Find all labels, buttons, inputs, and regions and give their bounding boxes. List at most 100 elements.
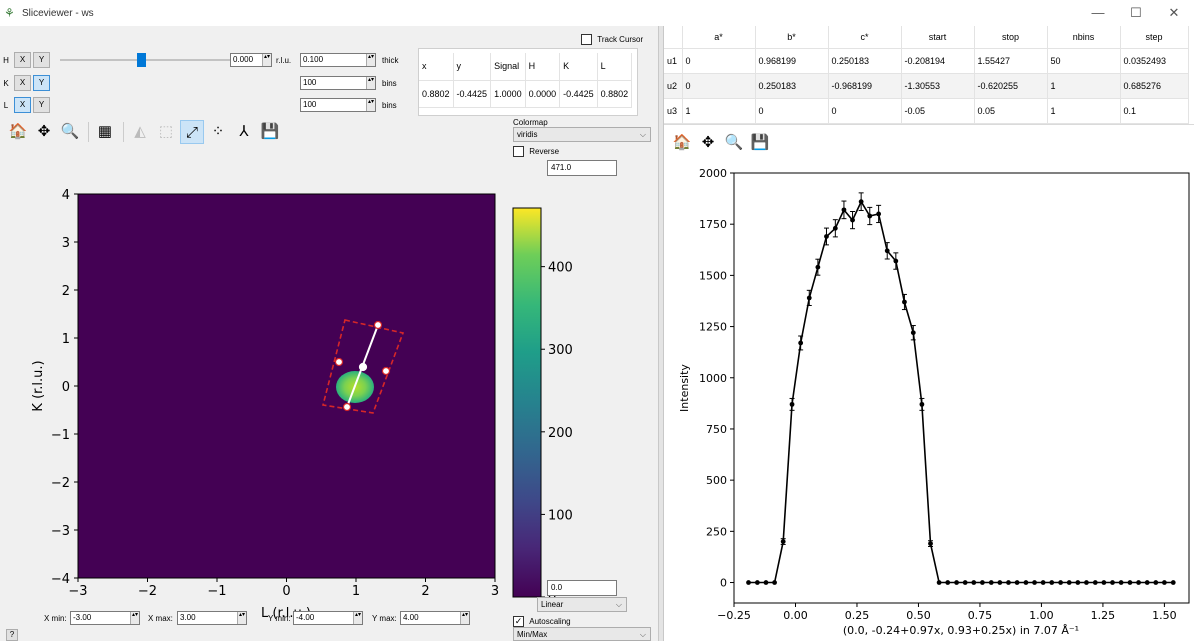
reverse-checkbox[interactable]: Reverse	[513, 146, 559, 157]
toolbar-separator	[88, 122, 89, 142]
table-cell[interactable]: 1	[682, 98, 756, 124]
nonortho-icon[interactable]: ⅄	[239, 123, 249, 140]
autoscaling-checkbox[interactable]: ✓ Autoscaling	[513, 616, 571, 627]
cut-line-plot[interactable]: −0.25 0.00 0.25 0.50 0.75 1.00 1.25 1.50 0 250 500…	[664, 160, 1194, 641]
track-cursor-box[interactable]	[581, 34, 592, 45]
table-cell[interactable]: -0.620255	[974, 73, 1048, 99]
cursor-info-header: x	[419, 53, 454, 81]
dimension-label-h: H	[3, 55, 9, 65]
cursor-info-value-row: 0.8802 -0.4425 1.0000 0.0000 -0.4425 0.8…	[419, 80, 633, 108]
table-cell[interactable]: 0	[828, 98, 902, 124]
table-cell[interactable]: 0.250183	[828, 48, 902, 74]
line-cut-end-handle[interactable]	[373, 320, 383, 330]
ymax-spinbox[interactable]: 4.00 ▴▾	[400, 611, 470, 625]
table-cell[interactable]: -0.208194	[901, 48, 975, 74]
colorbar-min-input[interactable]: 0.0	[547, 580, 617, 596]
data-point	[1127, 580, 1133, 585]
table-cell[interactable]: -0.05	[901, 98, 975, 124]
l-bins-spinbox[interactable]: 100 ▴▾	[300, 98, 376, 112]
colorbar-tick-label: 400	[548, 261, 573, 276]
xmin-spinbox[interactable]: -3.00 ▴▾	[70, 611, 140, 625]
data-point	[850, 217, 855, 223]
data-point	[962, 580, 968, 585]
colorbar-tick-label: 300	[548, 343, 573, 358]
thickness-spinbox[interactable]: 0.100 ▴▾	[300, 53, 376, 67]
table-cell[interactable]: 0.685276	[1120, 73, 1189, 99]
image-xtick-label: 0	[282, 584, 290, 599]
table-cell[interactable]: 0.1	[1120, 98, 1189, 124]
table-cell[interactable]: 1	[1047, 73, 1121, 99]
autoscaling-box[interactable]: ✓	[513, 616, 524, 627]
cut-plot-axes	[733, 172, 1190, 604]
track-cursor-checkbox[interactable]: Track Cursor	[581, 34, 643, 45]
image-ytick-label: −3	[51, 524, 70, 539]
save-icon[interactable]: 💾	[260, 123, 280, 140]
table-cell[interactable]: 1	[1047, 98, 1121, 124]
data-point	[954, 580, 959, 585]
plot-toolbar: 🏠 ✥ 🔍 ▦ ◭ ⬚ ⤢ ⁘ ⅄ 💾	[6, 120, 284, 144]
panel-splitter[interactable]	[658, 26, 664, 641]
colorbar[interactable]	[512, 207, 542, 598]
table-row: u2 0 0.250183 -0.968199 -1.30553 -0.6202…	[664, 73, 1189, 99]
autoscale-mode-dropdown[interactable]: Min/Max ⌵	[513, 627, 651, 641]
table-cell[interactable]: 1.55427	[974, 48, 1048, 74]
colorbar-max-input[interactable]: 471.0	[547, 160, 617, 176]
table-cell[interactable]: 0	[682, 73, 756, 99]
h-x-button[interactable]: X	[14, 52, 31, 68]
minimize-button[interactable]: —	[1091, 5, 1105, 20]
home-icon[interactable]: 🏠	[8, 123, 28, 140]
h-slice-slider-handle[interactable]	[137, 53, 146, 67]
l-y-button[interactable]: Y	[33, 97, 50, 113]
table-cell[interactable]: -0.968199	[828, 73, 902, 99]
chevron-down-icon: ⌵	[639, 630, 646, 639]
line-plots-icon[interactable]: ◭	[134, 123, 146, 140]
l-x-button[interactable]: X	[14, 97, 31, 113]
pan-icon[interactable]: ✥	[701, 134, 715, 151]
k-bins-spinbox[interactable]: 100 ▴▾	[300, 76, 376, 90]
dimension-row-k: K X Y	[0, 74, 50, 92]
line-cut-width-handle-right[interactable]	[381, 366, 391, 376]
table-cell[interactable]: 0	[755, 98, 829, 124]
line-cut-icon[interactable]: ⤢	[180, 120, 204, 144]
data-point	[980, 580, 985, 585]
home-icon[interactable]: 🏠	[672, 134, 692, 151]
ymin-spinbox[interactable]: -4.00 ▴▾	[293, 611, 363, 625]
data-point	[789, 401, 795, 407]
table-cell[interactable]: 0.05	[974, 98, 1048, 124]
k-x-button[interactable]: X	[14, 75, 31, 91]
line-cut-region[interactable]	[322, 319, 405, 414]
xmax-spinbox[interactable]: 3.00 ▴▾	[177, 611, 247, 625]
colormap-dropdown[interactable]: viridis ⌵	[513, 127, 651, 142]
zoom-icon[interactable]: 🔍	[60, 123, 80, 140]
line-cut-center-handle[interactable]	[358, 362, 368, 372]
table-cell[interactable]: 0.968199	[755, 48, 829, 74]
pan-icon[interactable]: ✥	[37, 123, 51, 140]
h-y-button[interactable]: Y	[33, 52, 50, 68]
cut-table-header: c*	[828, 26, 902, 49]
region-select-icon[interactable]: ⬚	[158, 123, 174, 140]
table-cell[interactable]: -1.30553	[901, 73, 975, 99]
table-cell[interactable]: 0.250183	[755, 73, 829, 99]
cursor-info-value: 0.0000	[525, 80, 561, 108]
close-button[interactable]: ✕	[1168, 5, 1180, 20]
table-cell[interactable]: 0.0352493	[1120, 48, 1189, 74]
cut-ytick-label: 0	[720, 577, 727, 590]
help-button[interactable]: ?	[6, 629, 18, 641]
k-y-button[interactable]: Y	[33, 75, 50, 91]
table-cell[interactable]: 50	[1047, 48, 1121, 74]
peaks-icon[interactable]: ⁘	[211, 123, 225, 140]
reverse-box[interactable]	[513, 146, 524, 157]
line-cut-start-handle[interactable]	[342, 402, 352, 412]
norm-scale-dropdown[interactable]: Linear ⌵	[537, 597, 627, 612]
save-icon[interactable]: 💾	[750, 134, 770, 151]
data-point	[1023, 580, 1029, 585]
dimension-label-l: L	[3, 100, 9, 110]
grid-icon[interactable]: ▦	[97, 123, 113, 140]
line-cut-width-handle-left[interactable]	[334, 357, 344, 367]
h-value-spinbox[interactable]: 0.000 ▴▾	[230, 53, 272, 67]
image-ytick-label: 1	[62, 332, 70, 347]
zoom-icon[interactable]: 🔍	[724, 134, 744, 151]
table-cell[interactable]: 0	[682, 48, 756, 74]
maximize-button[interactable]: ☐	[1130, 5, 1142, 20]
